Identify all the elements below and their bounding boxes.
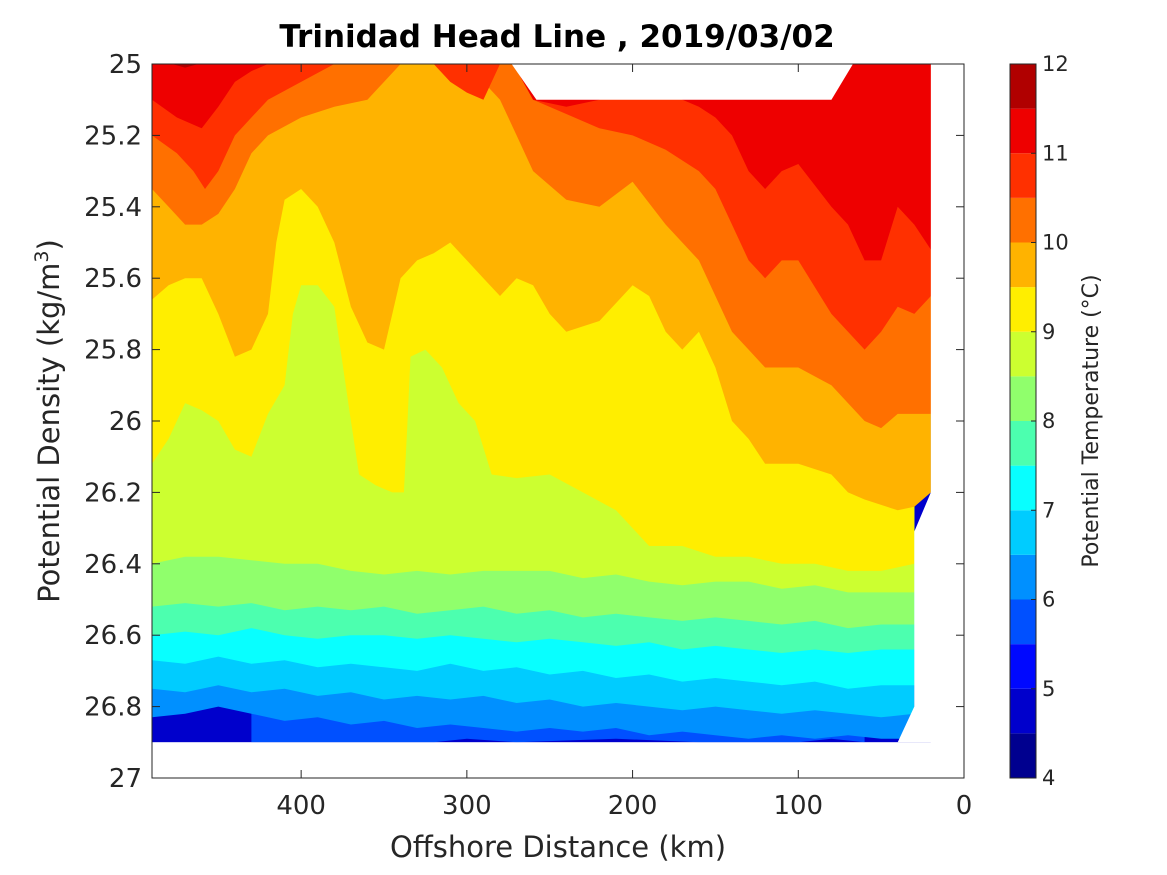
colorbar-tick-label: 10 xyxy=(1042,231,1069,255)
y-axis-label-superscript: 3 xyxy=(31,250,53,262)
band-above-11 xyxy=(152,64,931,261)
colorbar-tick-label: 6 xyxy=(1042,588,1055,612)
y-tick-label: 25.4 xyxy=(84,193,142,223)
x-tick-label: 400 xyxy=(276,791,326,821)
colorbar-tick-label: 11 xyxy=(1042,141,1069,165)
colorbar-tick-label: 5 xyxy=(1042,677,1055,701)
mask-top-gap xyxy=(511,64,853,100)
colorbar-segment xyxy=(1010,287,1036,332)
x-tick-label: 0 xyxy=(956,791,973,821)
y-axis-label: Potential Density (kg/m3) xyxy=(31,239,66,603)
y-axis-label-end: ) xyxy=(32,239,66,250)
chart-title: Trinidad Head Line , 2019/03/02 xyxy=(279,19,834,55)
colorbar-label: Potential Temperature (°C) xyxy=(1079,274,1104,567)
colorbar-segment xyxy=(1010,64,1036,109)
colorbar-ticks: 4 5 6 7 8 9 10 11 12 xyxy=(1031,52,1069,790)
x-axis: 400 300 200 100 0 xyxy=(276,64,972,821)
y-tick-label: 25.8 xyxy=(84,336,142,366)
colorbar-segment xyxy=(1010,510,1036,555)
y-tick-label: 27 xyxy=(109,764,142,794)
colorbar-segment xyxy=(1010,331,1036,377)
x-tick-label: 300 xyxy=(442,791,492,821)
x-tick-label: 100 xyxy=(773,791,823,821)
colorbar-segment xyxy=(1010,153,1036,198)
x-tick-label: 200 xyxy=(608,791,658,821)
colorbar-segment xyxy=(1010,197,1036,243)
colorbar-segment xyxy=(1010,242,1036,288)
colorbar-tick-label: 12 xyxy=(1042,52,1069,76)
colorbar-segment xyxy=(1010,554,1036,600)
colorbar: 4 5 6 7 8 9 10 11 12 Potential Temperature (°C) xyxy=(1009,52,1104,790)
y-axis: 25 25.2 25.4 25.6 25.8 26 26.2 26.4 26.6 26.8 27 xyxy=(84,50,964,794)
colorbar-tick-label: 8 xyxy=(1042,409,1055,433)
colorbar-tick-label: 7 xyxy=(1042,498,1055,522)
y-axis-label-base: Potential Density (kg/m xyxy=(32,263,66,603)
colorbar-segment xyxy=(1010,733,1036,778)
y-tick-label: 26 xyxy=(109,407,142,437)
y-tick-label: 26.8 xyxy=(84,693,142,723)
y-tick-label: 26.4 xyxy=(84,550,142,580)
colorbar-segment xyxy=(1010,465,1036,511)
colorbar-segment xyxy=(1010,644,1036,689)
colorbar-segment xyxy=(1010,421,1036,466)
mask-deep xyxy=(152,742,964,778)
y-tick-label: 26.6 xyxy=(84,621,142,651)
plot-area: 400 300 200 100 0 25 25.2 25.4 25.6 25.8 26 26.2 26… xyxy=(84,50,972,821)
colorbar-segment xyxy=(1010,108,1036,154)
x-axis-label: Offshore Distance (km) xyxy=(390,830,726,864)
colorbar-segment xyxy=(1010,688,1036,734)
temperature-bands xyxy=(152,64,931,743)
y-tick-label: 25 xyxy=(109,50,142,80)
y-tick-label: 25.2 xyxy=(84,121,142,151)
colorbar-tick-label: 4 xyxy=(1042,766,1055,790)
colorbar-segments xyxy=(1010,64,1036,778)
colorbar-tick-label: 9 xyxy=(1042,320,1055,344)
colorbar-segment xyxy=(1010,599,1036,645)
colorbar-segment xyxy=(1010,376,1036,421)
band-above-11-5 xyxy=(152,64,210,68)
y-tick-label: 25.6 xyxy=(84,264,142,294)
y-tick-label: 26.2 xyxy=(84,478,142,508)
